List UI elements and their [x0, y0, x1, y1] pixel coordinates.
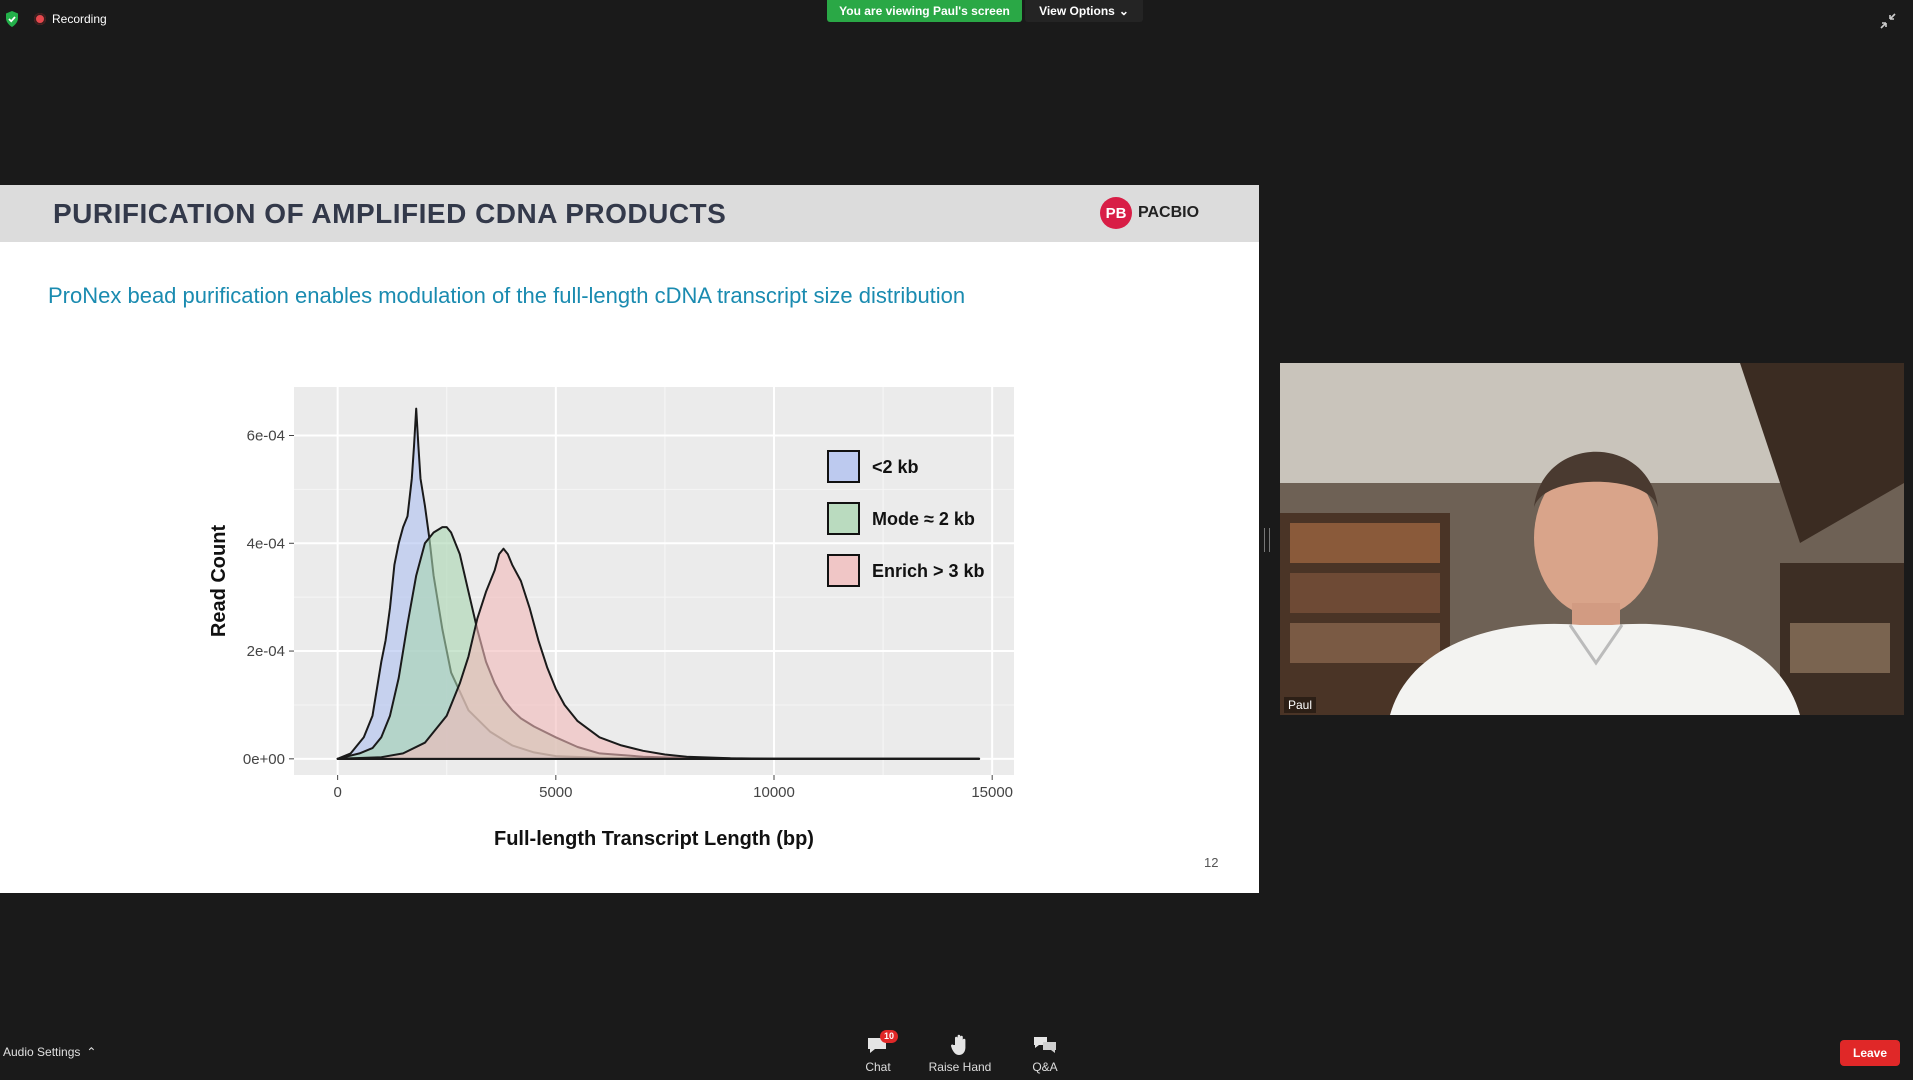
- y-tick-label: 4e-04: [247, 535, 285, 552]
- recording-label: Recording: [52, 12, 107, 26]
- security-shield-icon[interactable]: [4, 10, 20, 28]
- pacbio-logo: PB PACBIO: [1100, 197, 1199, 229]
- slide-subtitle: ProNex bead purification enables modulat…: [48, 283, 966, 308]
- raise-hand-icon: [950, 1034, 966, 1055]
- view-options-label: View Options: [1039, 4, 1115, 18]
- x-tick-label: 0: [333, 784, 341, 801]
- legend-key-1: [827, 450, 860, 483]
- recording-indicator[interactable]: Recording: [34, 12, 107, 26]
- chevron-down-icon: ⌄: [1118, 4, 1129, 18]
- view-options-button[interactable]: View Options ⌄: [1025, 0, 1143, 22]
- x-tick-label: 15000: [971, 784, 1013, 801]
- audio-settings-label: Audio Settings: [3, 1045, 81, 1059]
- read-count-density-chart: 0 5000 10000 15000 0e+00 2e-04 4e-04 6e-04 Full-…: [208, 387, 1014, 850]
- legend-key-3: [827, 554, 860, 587]
- recording-icon: [34, 13, 46, 25]
- y-tick-label: 2e-04: [247, 643, 285, 660]
- x-tick-label: 10000: [753, 784, 795, 801]
- exit-fullscreen-icon[interactable]: [1879, 12, 1897, 30]
- density-area-series-3: [336, 547, 981, 760]
- pacbio-logo-mark: PB: [1100, 197, 1132, 229]
- legend-label-1: <2 kb: [872, 457, 919, 477]
- presenter-video-frame: [1280, 363, 1904, 715]
- qa-label: Q&A: [1032, 1060, 1058, 1074]
- meeting-toolbar: Audio Settings ⌃ 10 Chat Raise Hand Q&A …: [0, 1030, 1913, 1080]
- presenter-video[interactable]: Paul: [1280, 363, 1904, 715]
- audio-settings-button[interactable]: Audio Settings ⌃: [3, 1045, 96, 1059]
- qa-button[interactable]: Q&A: [1005, 1033, 1085, 1074]
- qa-icon: [1034, 1037, 1056, 1053]
- meeting-status-bar: Recording: [4, 10, 107, 28]
- chat-icon: [868, 1038, 886, 1053]
- slide-page-number: 12: [1204, 855, 1219, 870]
- legend-label-3: Enrich > 3 kb: [872, 561, 985, 581]
- chat-unread-badge: 10: [880, 1030, 899, 1043]
- pacbio-logo-text: PACBIO: [1138, 204, 1200, 221]
- raise-hand-label: Raise Hand: [928, 1060, 992, 1074]
- legend-key-2: [827, 502, 860, 535]
- legend-label-2: Mode ≈ 2 kb: [872, 509, 975, 529]
- slide-header: [0, 185, 1259, 242]
- presenter-name-label: Paul: [1284, 697, 1317, 713]
- y-tick-label: 0e+00: [243, 751, 285, 768]
- chat-button[interactable]: 10 Chat: [838, 1030, 918, 1074]
- split-view-handle[interactable]: [1264, 528, 1270, 552]
- y-axis-title: Read Count: [208, 525, 230, 638]
- raise-hand-button[interactable]: Raise Hand: [920, 1033, 1000, 1074]
- slide-title: PURIFICATION OF AMPLIFIED CDNA PRODUCTS: [53, 198, 727, 229]
- chevron-up-icon: ⌃: [86, 1045, 97, 1059]
- chat-label: Chat: [865, 1060, 891, 1074]
- y-tick-label: 6e-04: [247, 428, 285, 445]
- shared-slide: PURIFICATION OF AMPLIFIED CDNA PRODUCTS …: [0, 185, 1259, 893]
- x-axis-title: Full-length Transcript Length (bp): [494, 828, 814, 850]
- viewing-screen-banner: You are viewing Paul's screen: [827, 0, 1022, 22]
- leave-button[interactable]: Leave: [1840, 1040, 1900, 1066]
- x-tick-label: 5000: [539, 784, 572, 801]
